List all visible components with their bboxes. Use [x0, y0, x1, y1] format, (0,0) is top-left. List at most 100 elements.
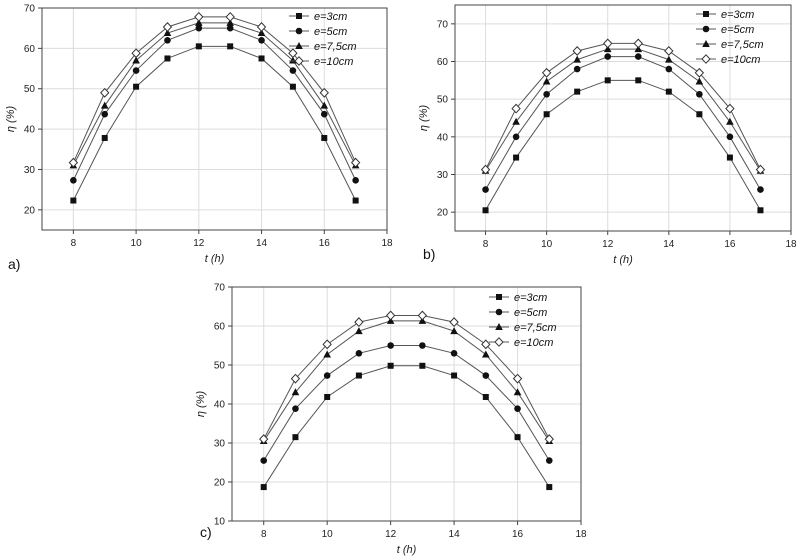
plot-frame — [41, 7, 388, 231]
series-circle — [260, 342, 553, 464]
data-point — [665, 65, 673, 73]
data-point — [603, 45, 612, 53]
y-tick-label: 10 — [214, 517, 226, 528]
legend-label: e=7,5cm — [721, 39, 764, 51]
panel-label: c) — [200, 524, 212, 540]
data-point — [665, 88, 672, 95]
data-point — [450, 327, 458, 335]
data-point — [163, 29, 172, 37]
data-point — [322, 339, 332, 350]
data-point — [259, 434, 269, 445]
x-tick-label: 8 — [71, 238, 77, 249]
series-square — [260, 362, 553, 491]
y-tick-label: 40 — [437, 132, 449, 143]
x-tick-label: 16 — [319, 238, 331, 249]
data-point — [634, 45, 643, 53]
x-tick-label: 12 — [193, 238, 205, 249]
data-point — [755, 164, 766, 175]
data-point — [696, 90, 703, 98]
legend-marker — [702, 25, 710, 33]
legend-marker — [494, 337, 504, 347]
data-point — [354, 317, 364, 328]
data-point — [635, 77, 642, 84]
data-point — [321, 134, 328, 141]
legend-marker — [295, 42, 303, 49]
data-point — [544, 434, 554, 445]
data-point — [634, 53, 642, 60]
y-axis-symbol: η — [5, 123, 17, 132]
series-line — [263, 345, 550, 461]
data-point — [324, 393, 331, 400]
data-point — [101, 110, 109, 118]
data-point — [355, 327, 363, 335]
data-point — [226, 24, 234, 32]
data-point — [694, 67, 705, 78]
series-line — [485, 56, 761, 190]
data-point — [482, 350, 490, 358]
y-axis-unit: (%) — [195, 391, 207, 408]
legend-marker — [703, 11, 709, 17]
data-point — [604, 77, 611, 84]
data-point — [482, 207, 489, 214]
data-point — [603, 38, 613, 49]
data-point — [514, 405, 521, 412]
y-tick-label: 50 — [437, 95, 449, 106]
data-point — [350, 157, 361, 168]
data-point — [355, 350, 363, 357]
legend-marker — [294, 56, 304, 66]
x-tick-label: 10 — [131, 238, 143, 249]
data-point — [291, 388, 300, 396]
data-point — [194, 11, 204, 22]
data-point — [225, 11, 235, 22]
data-point — [387, 362, 394, 369]
data-point — [164, 36, 171, 44]
y-tick-label: 60 — [437, 57, 449, 68]
data-point — [514, 434, 521, 441]
legend-label: e=5cm — [314, 26, 347, 38]
data-point — [131, 48, 141, 59]
legend-label: e=7,5cm — [514, 322, 557, 334]
series-line — [72, 45, 357, 201]
x-axis-symbol: t — [205, 253, 211, 265]
series-triangle — [69, 18, 360, 169]
data-point — [512, 373, 523, 384]
y-tick-label: 30 — [437, 170, 449, 181]
data-point — [449, 317, 459, 328]
x-tick-label: 12 — [385, 529, 397, 540]
data-point — [260, 484, 267, 491]
data-point — [386, 316, 395, 324]
data-point — [417, 310, 428, 321]
y-tick-label: 60 — [214, 322, 226, 333]
x-tick-label: 10 — [322, 529, 334, 540]
x-tick-label: 18 — [381, 238, 393, 249]
data-point — [195, 43, 202, 50]
data-point — [573, 65, 581, 73]
y-axis-symbol: η — [195, 408, 207, 417]
x-tick-label: 8 — [261, 529, 267, 540]
series-triangle — [259, 316, 554, 445]
data-point — [195, 24, 203, 32]
legend-label: e=3cm — [514, 292, 547, 304]
data-point — [323, 350, 331, 358]
y-axis-symbol: η — [418, 122, 430, 131]
legend-label: e=5cm — [514, 307, 547, 319]
series-circle — [70, 24, 359, 184]
plot-border — [41, 7, 388, 231]
y-tick-label: 70 — [214, 283, 226, 294]
legend-label: e=10cm — [514, 337, 553, 349]
data-point — [319, 87, 329, 98]
data-point — [352, 177, 359, 184]
series-diamond-open — [68, 11, 361, 168]
data-point — [290, 373, 301, 384]
x-tick-label: 12 — [602, 239, 614, 250]
data-point — [164, 55, 171, 62]
data-point — [258, 36, 265, 44]
series-square — [70, 43, 359, 204]
data-point — [482, 393, 489, 400]
y-tick-label: 70 — [24, 4, 36, 15]
y-tick-label: 20 — [437, 208, 449, 219]
x-axis-label: t (h) — [613, 254, 633, 266]
plot-border — [231, 286, 582, 522]
data-point — [132, 56, 140, 64]
data-point — [512, 133, 520, 141]
